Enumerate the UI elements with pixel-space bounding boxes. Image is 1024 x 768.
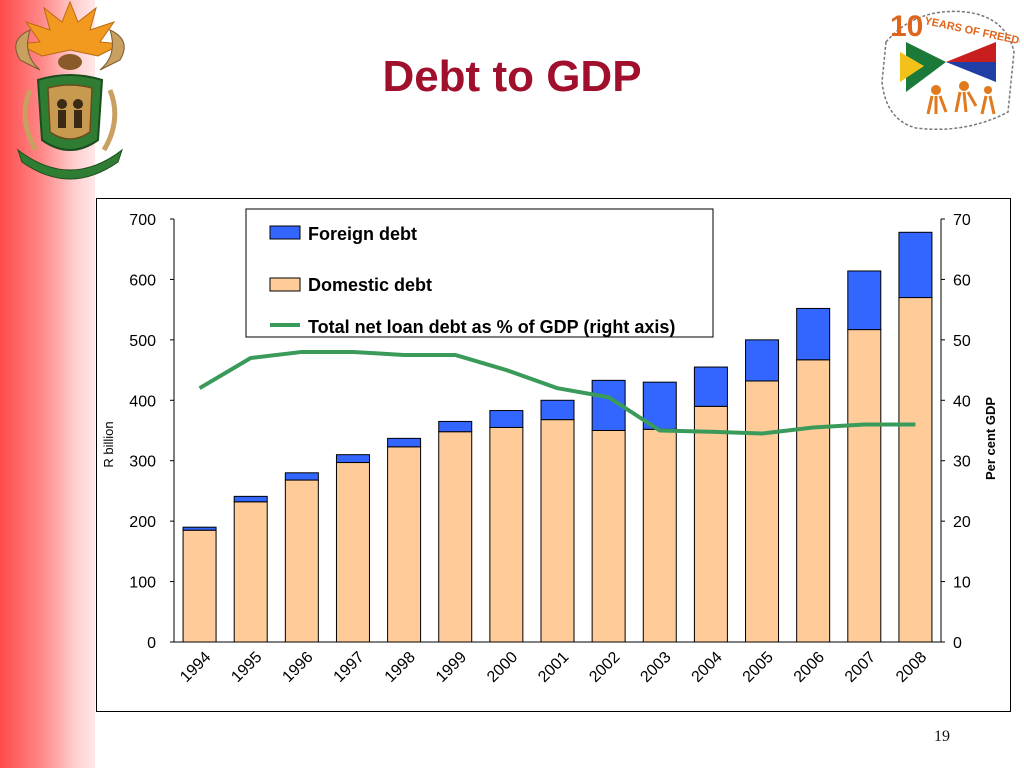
bar-domestic-debt xyxy=(642,428,677,643)
x-tick-label: 1999 xyxy=(433,649,470,686)
bar-domestic-debt xyxy=(898,297,933,643)
x-tick-label: 2002 xyxy=(586,649,623,686)
bar-foreign-debt xyxy=(540,399,575,421)
y2-tick-label: 30 xyxy=(953,454,971,471)
bar-domestic-debt xyxy=(540,419,575,643)
legend-label-foreign-debt: Foreign debt xyxy=(308,224,417,244)
bar-domestic-debt xyxy=(591,430,626,643)
x-tick-label: 2000 xyxy=(484,649,521,686)
x-tick-label: 2007 xyxy=(842,649,879,686)
x-tick-label: 2003 xyxy=(637,649,674,686)
y2-tick-label: 60 xyxy=(953,272,971,289)
x-tick-label: 1996 xyxy=(279,649,316,686)
gdp-percent-line xyxy=(198,349,916,436)
y-tick-label: 200 xyxy=(129,514,156,531)
slide-title: Debt to GDP xyxy=(382,52,642,101)
x-tick-label: 1998 xyxy=(382,649,419,686)
bar-foreign-debt xyxy=(745,339,780,382)
x-tick-label: 2001 xyxy=(535,649,572,686)
y-tick-label: 300 xyxy=(129,454,156,471)
bar-foreign-debt xyxy=(693,366,728,407)
y-tick-label: 100 xyxy=(129,575,156,592)
bar-domestic-debt xyxy=(693,405,728,643)
svg-text:10: 10 xyxy=(890,10,923,43)
y-tick-label: 700 xyxy=(129,212,156,229)
x-tick-label: 2004 xyxy=(689,649,726,686)
bar-foreign-debt xyxy=(182,526,217,531)
bar-domestic-debt xyxy=(182,529,217,643)
legend-label-gdp-line: Total net loan debt as % of GDP (right a… xyxy=(308,317,675,337)
debt-to-gdp-chart: 0 100 200 300 400 500 600 700 0 10 20 30 40 50 60 70 R b… xyxy=(101,208,998,686)
ten-years-of-freedom-badge: 10 YEARS OF FREEDOM xyxy=(881,10,1020,131)
page-number: 19 xyxy=(934,728,950,745)
legend-label-domestic-debt: Domestic debt xyxy=(308,275,432,295)
bar-foreign-debt xyxy=(898,231,933,299)
y2-tick-label: 10 xyxy=(953,575,971,592)
bar-foreign-debt xyxy=(284,472,319,481)
bar-domestic-debt xyxy=(847,329,882,643)
bar-domestic-debt xyxy=(489,426,524,643)
bar-domestic-debt xyxy=(796,359,831,643)
y-tick-label: 500 xyxy=(129,333,156,350)
bar-foreign-debt xyxy=(489,410,524,428)
bar-foreign-debt xyxy=(796,307,831,361)
y-tick-label: 600 xyxy=(129,272,156,289)
x-tick-label: 2006 xyxy=(791,649,828,686)
y2-tick-label: 20 xyxy=(953,514,971,531)
y-axis-title: R billion xyxy=(101,421,116,467)
x-tick-label: 2008 xyxy=(893,649,930,686)
y-tick-label: 400 xyxy=(129,393,156,410)
y2-tick-label: 0 xyxy=(953,635,962,652)
y2-tick-label: 70 xyxy=(953,212,971,229)
y-tick-label: 0 xyxy=(147,635,156,652)
bar-domestic-debt xyxy=(438,431,473,643)
bar-domestic-debt xyxy=(284,479,319,643)
y2-tick-label: 40 xyxy=(953,393,971,410)
bar-foreign-debt xyxy=(387,437,422,448)
bar-foreign-debt xyxy=(335,454,370,464)
bar-domestic-debt xyxy=(387,446,422,643)
bar-domestic-debt xyxy=(233,501,268,643)
legend-swatch-domestic-debt xyxy=(269,277,301,292)
y2-axis-title: Per cent GDP xyxy=(983,397,998,480)
bar-foreign-debt xyxy=(233,495,268,503)
coat-of-arms-logo xyxy=(15,0,125,180)
bar-domestic-debt xyxy=(335,462,370,643)
y2-tick-label: 50 xyxy=(953,333,971,350)
x-tick-label: 2005 xyxy=(740,649,777,686)
legend-swatch-foreign-debt xyxy=(269,225,301,240)
x-tick-label: 1997 xyxy=(331,649,368,686)
bar-foreign-debt xyxy=(438,420,473,433)
bar-domestic-debt xyxy=(745,380,780,643)
x-tick-label: 1994 xyxy=(177,649,214,686)
x-tick-label: 1995 xyxy=(228,649,265,686)
chart-frame: 0 100 200 300 400 500 600 700 0 10 20 30 40 50 60 70 R b… xyxy=(96,198,1011,712)
legend-box xyxy=(245,208,714,338)
bar-foreign-debt xyxy=(847,270,882,331)
